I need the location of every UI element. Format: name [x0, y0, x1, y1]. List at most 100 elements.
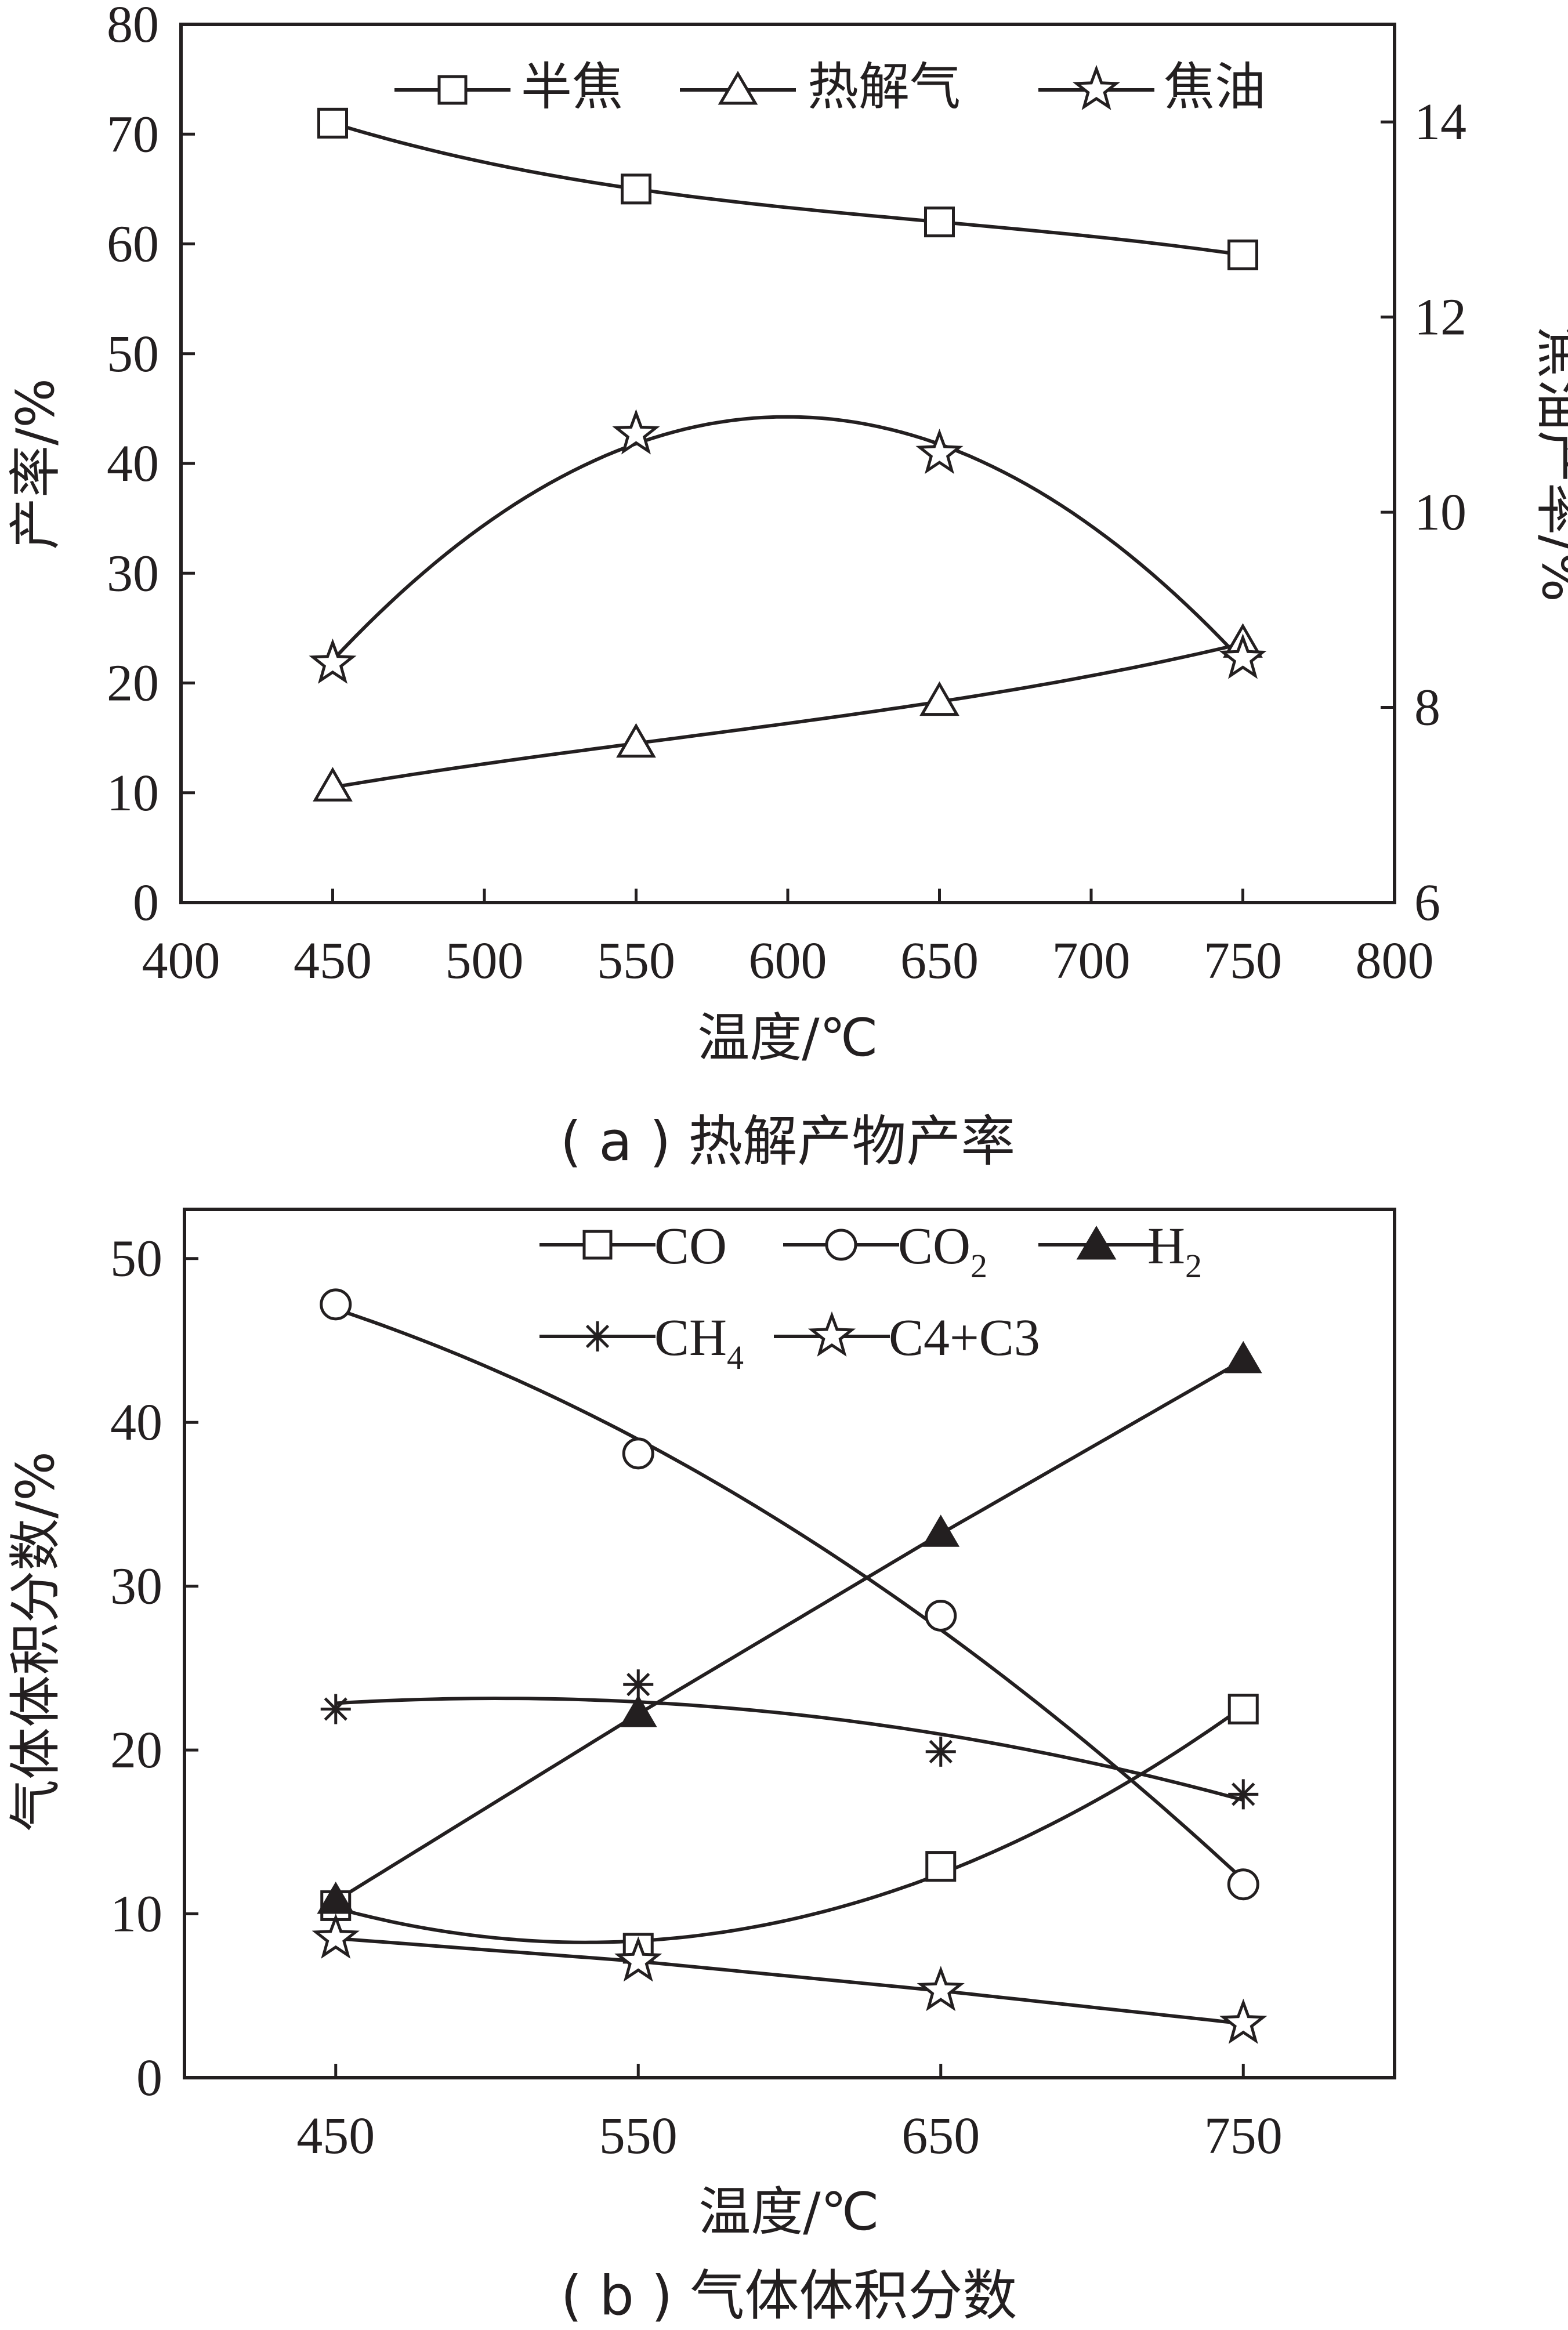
plot-frame-b [183, 1208, 1396, 2079]
series-line-banjiao [332, 121, 1243, 257]
y-tick-label-a: 70 [107, 106, 159, 163]
x-axis-label-b: 温度/℃ [698, 2182, 879, 2242]
series-lines-b [335, 1307, 1245, 2025]
legend-item-ch4: CH4 [539, 1309, 744, 1376]
x-tick-label-b: 750 [1204, 2107, 1283, 2165]
y-axis-label-a: 产率/% [5, 378, 66, 550]
panel-caption-a: ( a ) 热解产物产率 [560, 1110, 1016, 1173]
data-point-b-filled-triangle [1224, 1340, 1262, 1374]
data-point-b-filled-triangle [922, 1514, 960, 1547]
data-point-b-asterisk [320, 1694, 351, 1724]
data-point-b-asterisk [1228, 1779, 1259, 1810]
y-tick-label-a: 20 [107, 655, 159, 712]
y-tick-label-b: 30 [110, 1558, 162, 1615]
data-point-b-star [917, 1966, 965, 2012]
data-point-b-square [925, 1851, 957, 1882]
data-point-b-filled-triangle [317, 1881, 355, 1914]
legend-label-h2: H2 [1147, 1217, 1202, 1285]
x-tick-label-b: 650 [901, 2107, 980, 2165]
data-point-a-star [309, 638, 357, 684]
y-tick-label-b: 0 [136, 2049, 162, 2107]
y-tick-label-a: 60 [107, 216, 159, 273]
y-tick-label-b: 20 [110, 1722, 162, 1779]
y2-tick-label-a: 10 [1414, 484, 1466, 541]
x-tick-label-a: 550 [597, 932, 675, 990]
y2-tick-label-a: 6 [1414, 874, 1440, 932]
data-point-b-circle [622, 1437, 654, 1470]
legend-label-ch4: CH4 [654, 1309, 744, 1376]
x-tick-label-b: 450 [296, 2107, 375, 2165]
x-tick-label-b: 550 [599, 2107, 678, 2165]
data-point-b-asterisk [623, 1669, 654, 1700]
series-line-ch4 [335, 1696, 1244, 1802]
data-point-b-circle [320, 1288, 352, 1321]
y-tick-label-b: 40 [110, 1394, 162, 1451]
series-markers-b [312, 1288, 1268, 2044]
data-point-a-square [621, 173, 651, 205]
y-axis-label-b: 气体体积分数/% [5, 1451, 66, 1832]
data-point-a-square [924, 206, 955, 238]
data-point-b-circle [925, 1599, 957, 1632]
legend-b: CO CO2 H2 CH4 C4+C3 [539, 1217, 1202, 1376]
axes-a: 400 450 500 550 600 650 700 750 800 0 10 20 30 40 50 60… [107, 0, 1466, 990]
y-tick-label-b: 50 [110, 1230, 162, 1288]
legend-item-h2: H2 [1038, 1217, 1202, 1285]
x-tick-label-a: 400 [142, 932, 220, 990]
legend-item-banjiao: 半焦 [394, 57, 623, 117]
y-tick-label-a: 0 [133, 874, 159, 932]
data-point-a-star [915, 428, 964, 474]
data-point-b-square [1227, 1693, 1259, 1724]
y-tick-label-a: 80 [107, 0, 159, 53]
x-tick-label-a: 700 [1052, 932, 1131, 990]
series-line-c4c3 [335, 1936, 1244, 2025]
series-line-rejieqi [332, 642, 1244, 789]
data-point-b-star [1219, 1998, 1268, 2044]
y-tick-label-b: 10 [110, 1886, 162, 1943]
data-point-a-square [317, 107, 348, 139]
x-tick-label-a: 500 [446, 932, 524, 990]
legend-item-co: CO [539, 1217, 727, 1275]
series-line-co2 [335, 1307, 1245, 1881]
series-markers-a [309, 107, 1267, 802]
y2-tick-label-a: 8 [1414, 679, 1440, 737]
x-tick-label-a: 650 [900, 932, 979, 990]
data-point-b-circle [1227, 1868, 1259, 1901]
series-line-co [335, 1705, 1245, 1944]
series-lines-a [331, 121, 1244, 789]
data-point-b-star [614, 1936, 662, 1982]
chart-panel-b: 450 550 650 750 0 10 20 30 40 50 CO CO2 H2 [5, 1208, 1396, 2328]
y-tick-label-a: 40 [107, 435, 159, 492]
axes-b: 450 550 650 750 0 10 20 30 40 50 [110, 1230, 1283, 2165]
x-tick-label-a: 750 [1204, 932, 1282, 990]
data-point-b-filled-triangle [619, 1694, 657, 1727]
legend-item-co2: CO2 [783, 1217, 987, 1285]
legend-item-jiaoyou: 焦油 [1038, 57, 1266, 117]
data-point-a-triangle [313, 767, 353, 802]
y2-axis-label-a: 焦油产率/% [1530, 326, 1568, 602]
legend-a: 半焦 热解气 焦油 [394, 57, 1266, 117]
legend-label-jiaoyou: 焦油 [1164, 57, 1266, 117]
plot-frame-a [179, 23, 1396, 904]
legend-label-rejieqi: 热解气 [807, 57, 961, 117]
series-line-h2 [335, 1358, 1244, 1903]
data-point-a-triangle [616, 723, 656, 758]
panel-caption-b: ( b ) 气体体积分数 [561, 2264, 1017, 2328]
data-point-a-triangle [919, 681, 959, 716]
y2-tick-label-a: 12 [1414, 289, 1466, 346]
y-tick-label-a: 50 [107, 325, 159, 383]
data-point-a-star [1219, 633, 1267, 679]
data-point-b-star [312, 1913, 360, 1959]
legend-item-c4c3: C4+C3 [774, 1309, 1040, 1367]
legend-label-co: CO [654, 1217, 727, 1275]
y-tick-label-a: 10 [107, 764, 159, 822]
y2-tick-label-a: 14 [1414, 93, 1466, 151]
legend-label-banjiao: 半焦 [521, 57, 623, 117]
legend-label-co2: CO2 [898, 1217, 987, 1285]
x-axis-label-a: 温度/℃ [697, 1008, 878, 1068]
x-tick-label-a: 450 [294, 932, 372, 990]
data-point-a-star [612, 409, 660, 455]
series-line-jiaoyou [331, 415, 1244, 663]
x-tick-label-a: 600 [749, 932, 827, 990]
data-point-a-square [1227, 239, 1258, 270]
